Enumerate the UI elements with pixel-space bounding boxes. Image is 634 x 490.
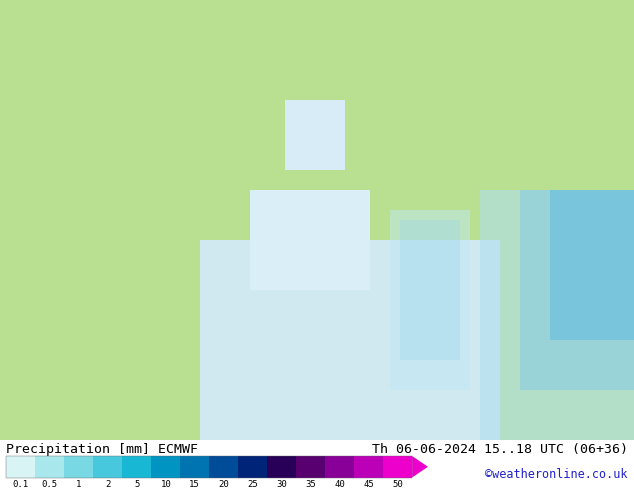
Text: 2: 2 xyxy=(105,480,110,489)
Bar xyxy=(180,456,209,477)
Bar xyxy=(325,456,354,477)
Text: 25: 25 xyxy=(247,480,258,489)
Text: 10: 10 xyxy=(160,480,171,489)
Bar xyxy=(238,456,267,477)
Bar xyxy=(93,456,122,477)
Bar xyxy=(390,210,470,390)
Bar xyxy=(250,190,370,290)
Text: 50: 50 xyxy=(392,480,403,489)
Bar xyxy=(550,190,634,340)
Text: 0.5: 0.5 xyxy=(42,480,58,489)
Bar xyxy=(6,456,36,477)
Bar xyxy=(296,456,325,477)
Bar xyxy=(267,456,296,477)
Bar xyxy=(400,220,460,360)
Text: 1: 1 xyxy=(76,480,82,489)
Bar xyxy=(122,456,152,477)
Text: 0.1: 0.1 xyxy=(13,480,29,489)
Text: 20: 20 xyxy=(218,480,229,489)
Bar xyxy=(6,456,412,477)
Bar xyxy=(520,190,634,390)
Text: 15: 15 xyxy=(190,480,200,489)
Text: 35: 35 xyxy=(306,480,316,489)
Text: Th 06-06-2024 15..18 UTC (06+36): Th 06-06-2024 15..18 UTC (06+36) xyxy=(372,443,628,456)
Bar xyxy=(152,456,180,477)
Bar xyxy=(285,100,345,170)
Text: 45: 45 xyxy=(363,480,374,489)
Bar xyxy=(36,456,64,477)
Bar xyxy=(200,240,500,440)
Bar xyxy=(209,456,238,477)
Text: 40: 40 xyxy=(334,480,345,489)
Text: 30: 30 xyxy=(276,480,287,489)
Bar xyxy=(354,456,383,477)
Text: ©weatheronline.co.uk: ©weatheronline.co.uk xyxy=(485,468,628,481)
Bar xyxy=(64,456,93,477)
Bar xyxy=(383,456,412,477)
Polygon shape xyxy=(412,456,428,477)
Bar xyxy=(480,190,634,440)
Text: Precipitation [mm] ECMWF: Precipitation [mm] ECMWF xyxy=(6,443,198,456)
Text: 5: 5 xyxy=(134,480,139,489)
